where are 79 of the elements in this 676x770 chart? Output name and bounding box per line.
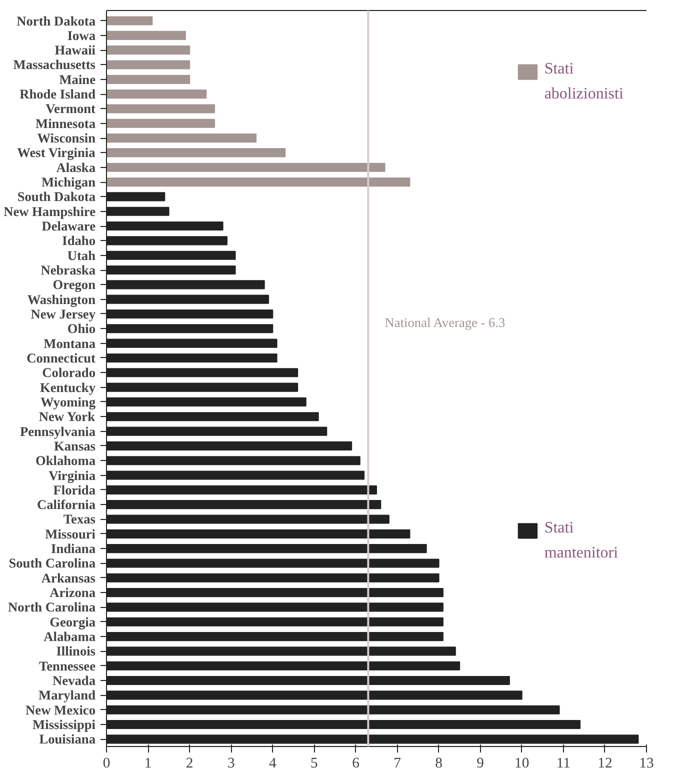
y-tick-label: Nevada (52, 673, 96, 688)
y-tick-label: New Hampshire (4, 204, 96, 219)
bar (106, 90, 207, 99)
y-tick-label: North Carolina (8, 600, 96, 615)
y-tick-label: Virginia (48, 468, 96, 483)
legend-label: Stati abolizionisti (544, 60, 624, 103)
bar (106, 104, 215, 114)
y-tick-label: Louisiana (39, 732, 96, 747)
y-tick-label: Rhode Island (20, 86, 96, 102)
y-tick-label: New Jersey (30, 306, 96, 322)
y-tick-label: Kentucky (40, 380, 96, 395)
y-tick-label: Utah (67, 248, 96, 263)
y-tick-label: Montana (44, 336, 96, 351)
bar (106, 60, 190, 70)
y-tick-label: Kansas (54, 438, 96, 454)
y-tick-label: Maryland (38, 688, 96, 703)
y-tick-label: Missouri (45, 526, 96, 542)
y-tick-label: Arizona (50, 585, 96, 600)
y-tick-label: South Carolina (8, 556, 96, 571)
y-tick-label: Pennsylvania (20, 424, 96, 439)
x-tick-label: 11 (556, 756, 570, 770)
y-tick-label: Idaho (62, 233, 96, 248)
y-tick-label: Massachusetts (13, 57, 96, 72)
y-tick-label: Alabama (44, 629, 96, 644)
y-tick-label: Michigan (41, 174, 96, 190)
y-tick-label: New Mexico (26, 702, 96, 718)
bar (106, 74, 190, 84)
y-tick-label: Connecticut (26, 350, 96, 366)
x-tick-label: 3 (227, 756, 235, 770)
bar (106, 30, 186, 40)
y-tick-label: Florida (53, 482, 96, 498)
y-tick-label: Wisconsin (37, 130, 96, 146)
y-tick-label: Arkansas (41, 570, 96, 586)
y-tick-label: Indiana (51, 541, 96, 556)
y-tick-label: Wyoming (40, 394, 96, 410)
y-tick-label: West Virginia (17, 145, 96, 160)
x-tick-label: 7 (394, 756, 401, 770)
y-tick-label: Delaware (42, 218, 96, 234)
legend-label: Stati mantenitori (544, 520, 619, 562)
bar (106, 134, 257, 143)
bar (106, 46, 190, 55)
x-tick-label: 0 (102, 756, 110, 770)
x-tick-label: 1 (144, 756, 152, 770)
y-tick-label: Texas (63, 512, 96, 527)
x-tick-label: 6 (352, 756, 360, 770)
y-tick-label: New York (38, 409, 96, 424)
y-tick-label: Alaska (56, 160, 96, 175)
x-tick-label: 2 (186, 756, 194, 770)
y-tick-label: Maine (59, 72, 96, 87)
y-tick-label: South Dakota (17, 189, 96, 204)
x-tick-label: 5 (310, 756, 318, 770)
ref-line-label: National Average - 6.3 (384, 314, 506, 330)
y-tick-label: Colorado (42, 365, 96, 380)
y-tick-label: Nebraska (40, 262, 96, 278)
x-tick-label: 10 (514, 756, 530, 770)
x-tick-label: 8 (435, 756, 442, 770)
y-tick-label: California (37, 497, 96, 512)
y-tick-label: Oklahoma (36, 453, 96, 468)
bar (106, 178, 410, 187)
y-tick-label: Mississippi (32, 717, 96, 732)
y-tick-label: Minnesota (36, 116, 96, 131)
y-tick-label: Vermont (46, 101, 96, 116)
bar (106, 162, 386, 172)
y-tick-label: Iowa (67, 28, 96, 43)
x-tick-label: 12 (598, 756, 612, 770)
y-tick-label: North Dakota (16, 13, 96, 28)
y-tick-label: Tennessee (38, 658, 96, 674)
x-tick-label: 13 (639, 756, 654, 770)
bar (106, 148, 286, 158)
y-tick-label: Ohio (67, 321, 96, 336)
y-tick-label: Oregon (52, 277, 96, 292)
bar (106, 16, 153, 26)
y-tick-label: Hawaii (54, 42, 96, 58)
x-tick-label: 4 (268, 756, 277, 770)
x-tick-label: 9 (476, 756, 484, 770)
y-tick-label: Washington (27, 292, 96, 307)
bar (106, 118, 215, 128)
y-tick-label: Illinois (56, 644, 96, 659)
y-tick-label: Georgia (50, 614, 96, 630)
